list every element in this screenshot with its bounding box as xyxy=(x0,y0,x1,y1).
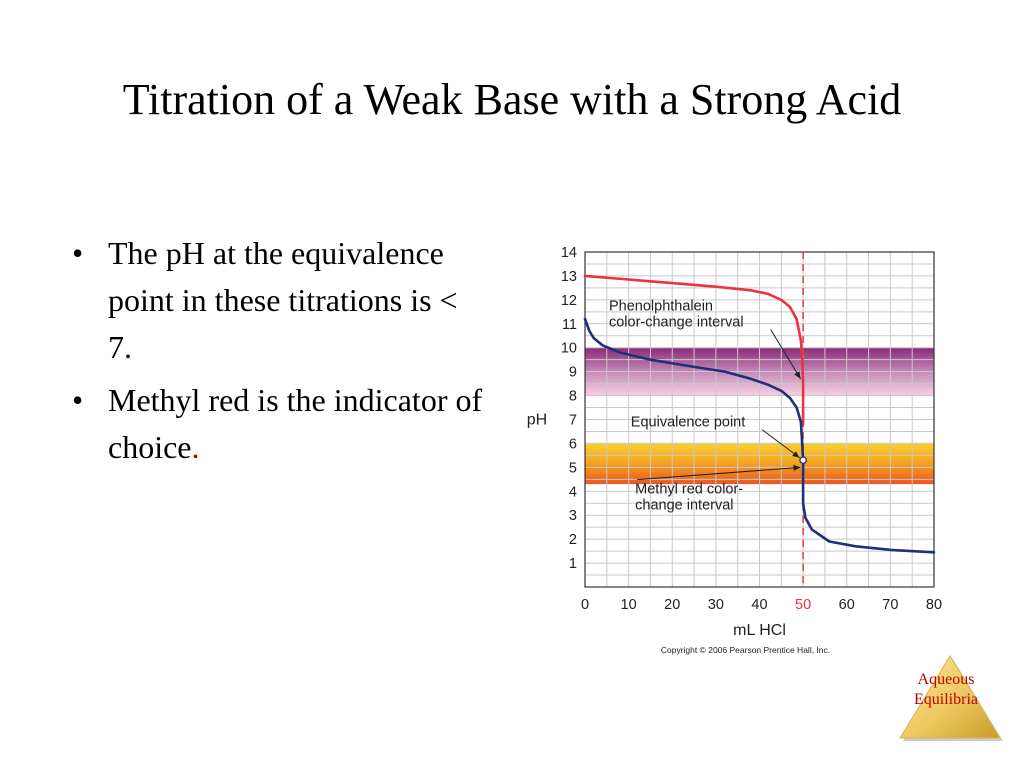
x-tick-label: 50 xyxy=(795,597,811,613)
phenolphthalein-label-arrowhead xyxy=(794,371,801,379)
equivalence-label-arrowhead xyxy=(792,451,800,458)
bullet-highlight: . xyxy=(191,429,200,465)
methyl-red-label-text: Methyl red color- xyxy=(635,482,743,498)
y-tick-label: 12 xyxy=(561,293,577,309)
y-tick-label: 1 xyxy=(569,556,577,572)
y-tick-label: 7 xyxy=(569,413,577,429)
x-tick-label: 10 xyxy=(621,597,637,613)
series-line-1 xyxy=(583,317,936,554)
bullet-symbol: • xyxy=(72,235,84,271)
y-tick-label: 9 xyxy=(569,365,577,381)
aqueous-equilibria-logo: Aqueous Equilibria xyxy=(894,650,1004,750)
bullet-item: • The pH at the equivalence point in the… xyxy=(66,230,486,371)
methyl-red-label-arrow xyxy=(637,466,801,481)
y-tick-label: 13 xyxy=(561,269,577,285)
equivalence-point-marker xyxy=(799,456,807,465)
y-tick-label: 11 xyxy=(562,317,577,333)
phenolphthalein-label-text: color-change interval xyxy=(609,314,744,330)
logo-line-1: Aqueous xyxy=(917,671,975,688)
y-tick-label: 6 xyxy=(569,436,577,452)
logo-text: Aqueous Equilibria xyxy=(894,670,998,710)
plot-frame xyxy=(584,251,935,588)
phenolphthalein-label-text: Phenolphthalein xyxy=(609,299,713,315)
y-tick-label: 14 xyxy=(561,245,577,261)
y-tick-label: 10 xyxy=(561,341,577,357)
phenolphthalein-label-arrow xyxy=(770,329,801,380)
y-tick-label: 8 xyxy=(569,389,577,405)
series-line-0 xyxy=(583,274,805,426)
x-tick-label: 20 xyxy=(664,597,680,613)
x-tick-label: 40 xyxy=(751,597,767,613)
methyl-red-label-arrowhead xyxy=(793,464,801,471)
x-tick-label: 80 xyxy=(926,597,942,613)
x-tick-label: 0 xyxy=(581,597,589,613)
equivalence-label-arrow xyxy=(761,429,800,459)
triangle-logo-icon xyxy=(899,655,1003,741)
slide-title: Titration of a Weak Base with a Strong A… xyxy=(122,75,902,124)
x-axis-label: mL HCl xyxy=(733,622,786,639)
x-tick-label: 70 xyxy=(882,597,898,613)
y-tick-label: 4 xyxy=(569,484,577,500)
y-axis-label: pH xyxy=(527,412,547,429)
x-tick-label: 60 xyxy=(839,597,855,613)
bullet-item: • Methyl red is the indicator of choice. xyxy=(66,377,486,471)
equivalence-label-text: Equivalence point xyxy=(631,415,745,431)
y-tick-label: 2 xyxy=(569,532,577,548)
x-tick-label: 30 xyxy=(708,597,724,613)
bullet-text: Methyl red is the indicator of choice xyxy=(108,382,483,465)
copyright-text: Copyright © 2006 Pearson Prentice Hall, … xyxy=(661,645,830,655)
y-tick-label: 3 xyxy=(569,508,577,524)
bullet-symbol: • xyxy=(72,382,84,418)
y-tick-label: 5 xyxy=(569,460,577,476)
bullet-list: • The pH at the equivalence point in the… xyxy=(66,230,486,477)
logo-line-2: Equilibria xyxy=(914,691,978,708)
bullet-text: The pH at the equivalence point in these… xyxy=(108,235,458,365)
titration-chart: Phenolphthalein color-change interval Equi… xyxy=(515,238,955,663)
methyl-red-label-text: change interval xyxy=(635,497,733,513)
